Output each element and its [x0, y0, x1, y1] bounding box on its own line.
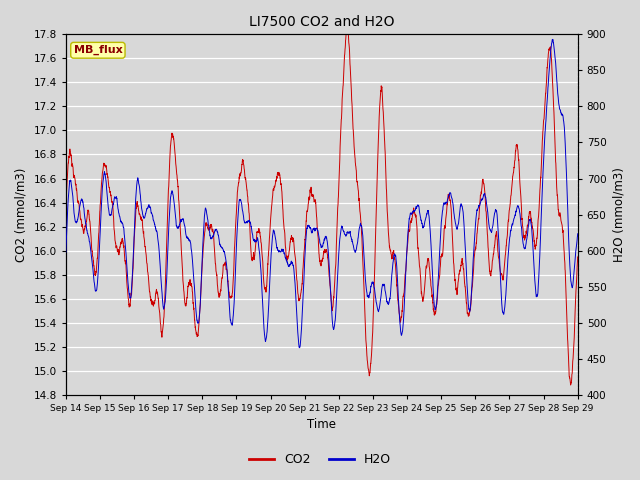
- Y-axis label: CO2 (mmol/m3): CO2 (mmol/m3): [15, 168, 28, 262]
- X-axis label: Time: Time: [307, 419, 336, 432]
- Legend: CO2, H2O: CO2, H2O: [244, 448, 396, 471]
- Title: LI7500 CO2 and H2O: LI7500 CO2 and H2O: [249, 15, 394, 29]
- Text: MB_flux: MB_flux: [74, 45, 122, 55]
- Y-axis label: H2O (mmol/m3): H2O (mmol/m3): [612, 167, 625, 262]
